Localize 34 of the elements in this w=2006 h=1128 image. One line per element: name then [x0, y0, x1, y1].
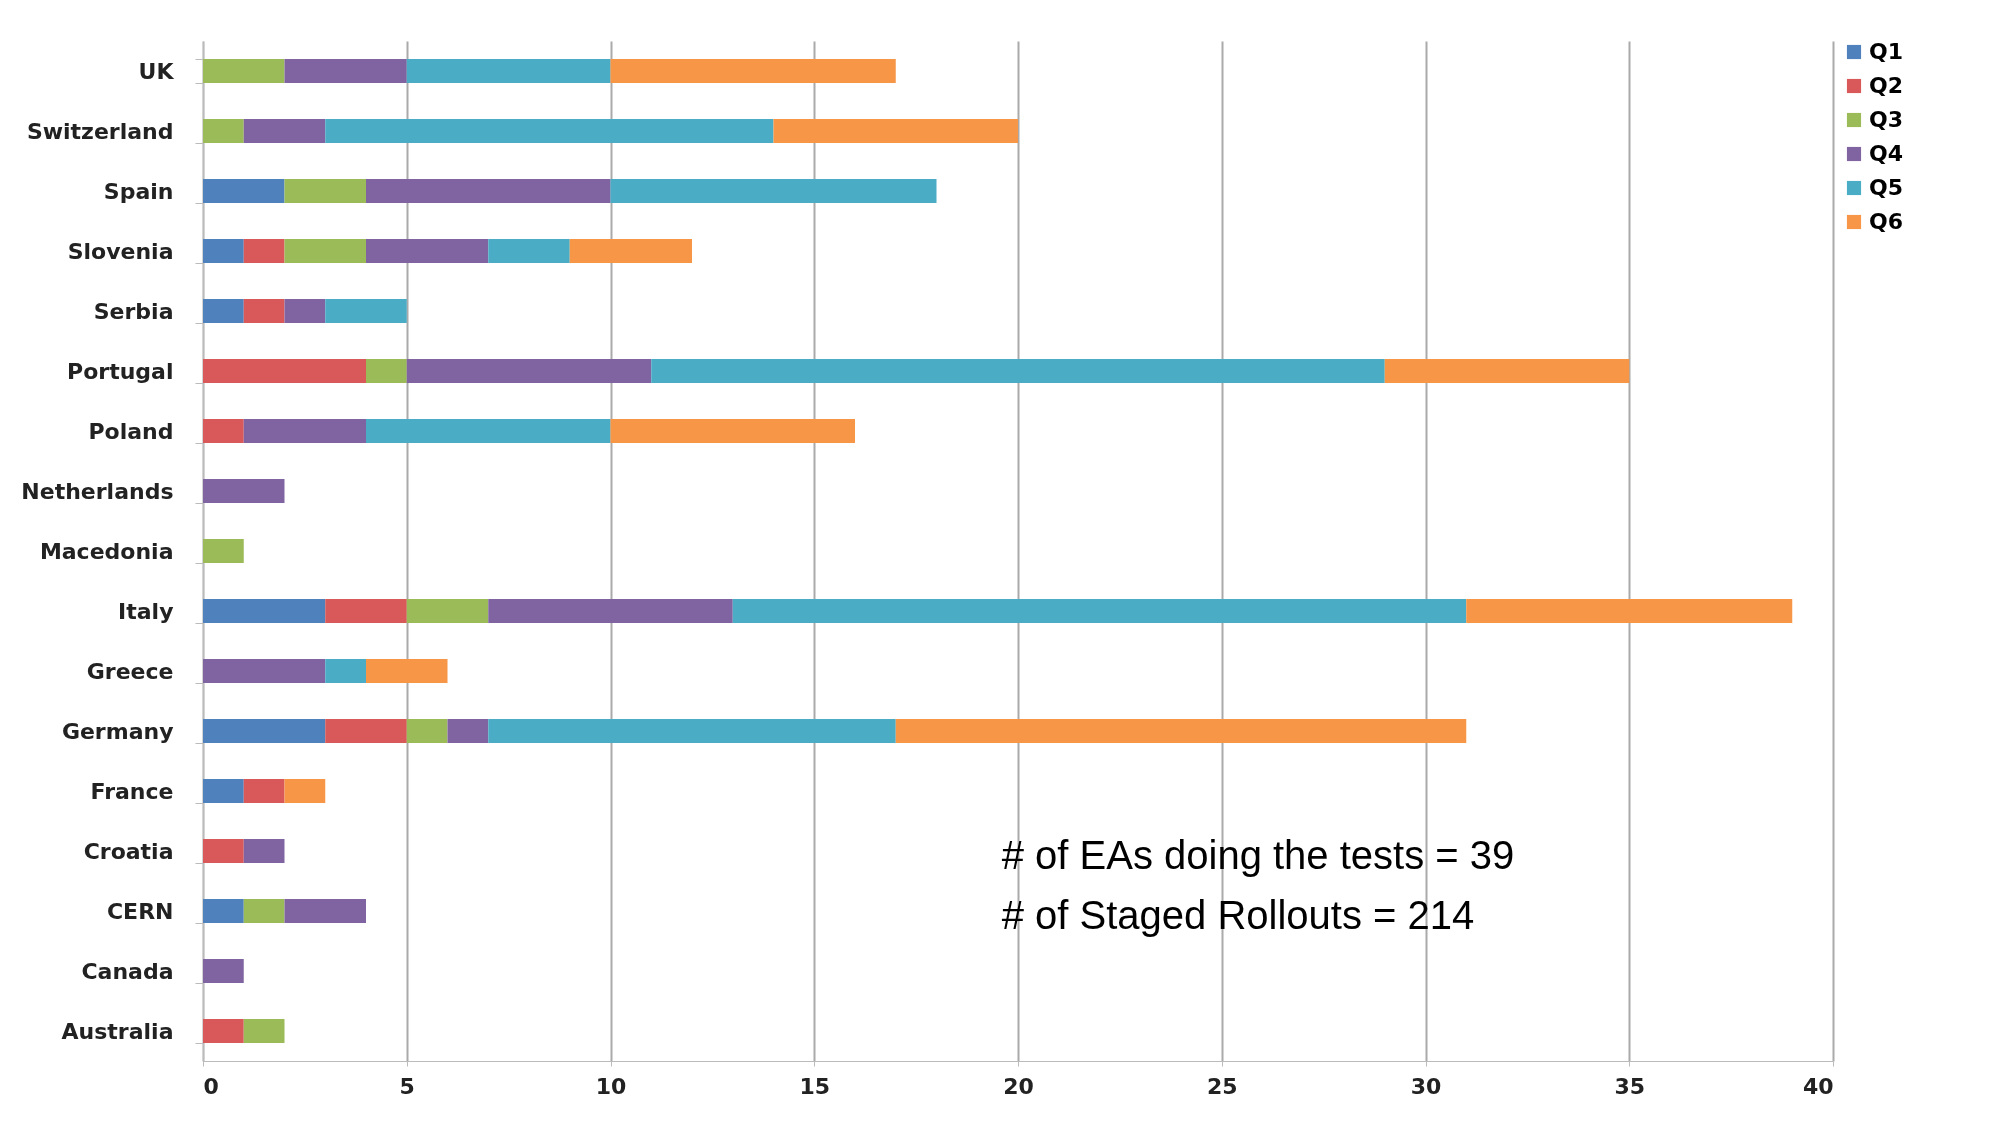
legend-label: Q2	[1869, 73, 1904, 98]
y-tick-label: Serbia	[93, 298, 174, 324]
legend-label: Q6	[1869, 209, 1904, 234]
x-tick-label: 40	[1802, 1073, 1834, 1099]
y-tick-label: Germany	[61, 718, 174, 744]
y-tick-label: Macedonia	[39, 538, 174, 564]
legend-label: Q4	[1869, 141, 1904, 166]
x-tick-label: 30	[1410, 1073, 1442, 1099]
x-tick-label: 5	[399, 1073, 415, 1099]
legend-label: Q5	[1869, 175, 1904, 200]
x-tick-label: 35	[1614, 1073, 1646, 1099]
y-tick-label: Slovenia	[67, 238, 174, 264]
y-tick-label: Canada	[81, 958, 174, 984]
y-tick-label: France	[90, 778, 174, 804]
y-tick-label: Italy	[118, 598, 174, 624]
y-tick-label: Poland	[88, 418, 174, 444]
y-tick-label: Switzerland	[26, 118, 174, 144]
y-tick-label: CERN	[106, 898, 174, 924]
annotation: # of Staged Rollouts = 214	[1001, 893, 1475, 937]
y-tick-label: Spain	[103, 178, 174, 204]
legend-label: Q3	[1869, 107, 1904, 132]
x-tick-label: 15	[799, 1073, 831, 1099]
y-tick-label: Portugal	[67, 358, 174, 384]
x-tick-label: 10	[595, 1073, 627, 1099]
y-tick-label: Croatia	[83, 838, 174, 864]
y-tick-label: Netherlands	[21, 478, 174, 504]
x-tick-label: 25	[1206, 1073, 1238, 1099]
annotation: # of EAs doing the tests = 39	[1001, 833, 1515, 877]
y-tick-label: UK	[138, 58, 175, 84]
x-tick-label: 0	[203, 1073, 219, 1099]
y-tick-label: Australia	[61, 1018, 174, 1044]
x-tick-label: 20	[1003, 1073, 1034, 1099]
y-tick-label: Greece	[86, 658, 174, 684]
legend-label: Q1	[1869, 39, 1904, 64]
